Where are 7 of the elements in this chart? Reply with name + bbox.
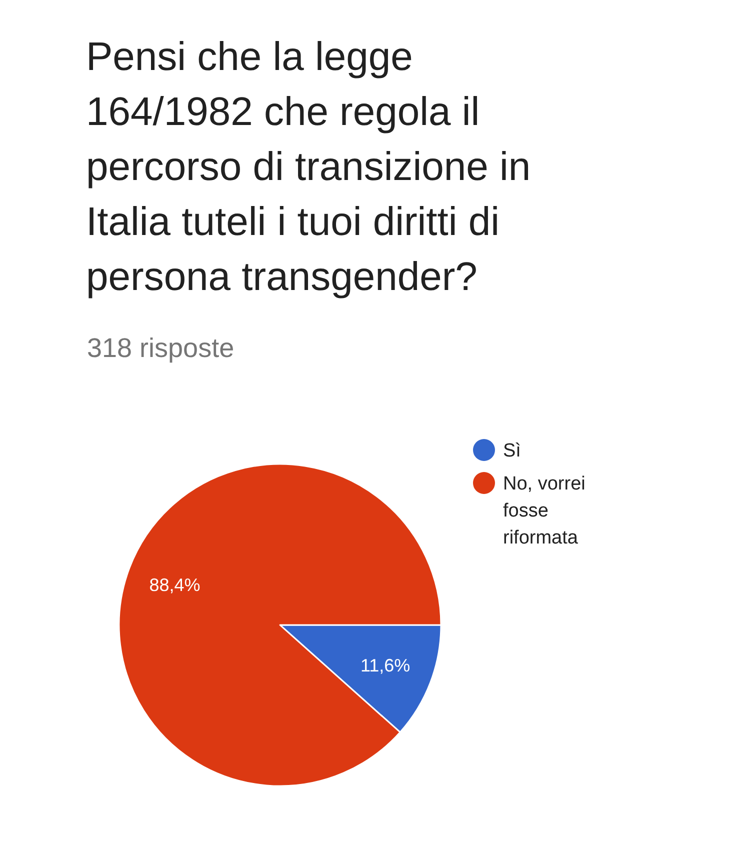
legend-label: No, vorrei fosse riformata xyxy=(503,474,586,549)
data-label: 88,4% xyxy=(149,575,200,596)
legend-label: Sì xyxy=(503,440,521,462)
pie-slice xyxy=(118,463,442,786)
chart-subtitle: 318 risposte xyxy=(87,333,234,363)
chart-title: Pensi che la legge 164/1982 che regola il percorso di transizione in Italia tuteli i tuoi diritti di persona transgender? xyxy=(86,35,531,299)
data-label: 11,6% xyxy=(360,655,410,676)
